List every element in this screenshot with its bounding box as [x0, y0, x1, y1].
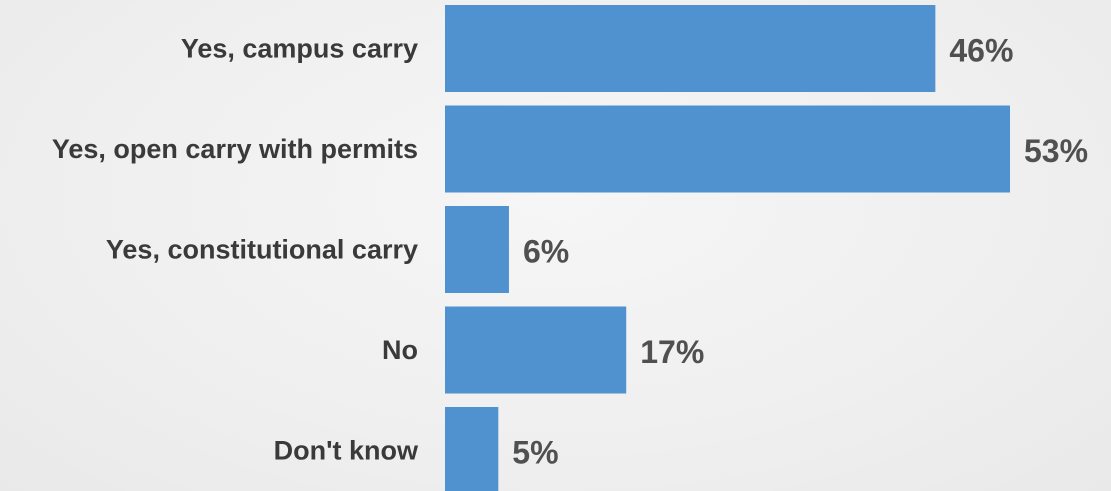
category-label-4: Don't know [274, 436, 419, 466]
value-label-0: 46% [949, 33, 1013, 69]
category-label-1: Yes, open carry with permits [52, 134, 418, 164]
bar-2 [445, 206, 509, 293]
value-label-3: 17% [640, 334, 704, 370]
bar-4 [445, 407, 499, 491]
bar-3 [445, 306, 627, 394]
value-label-2: 6% [523, 234, 569, 270]
value-label-1: 53% [1024, 133, 1088, 169]
bar-1 [445, 105, 1010, 193]
category-label-0: Yes, campus carry [181, 34, 418, 64]
category-label-3: No [382, 335, 418, 365]
bar-0 [445, 5, 936, 92]
category-label-2: Yes, constitutional carry [106, 235, 418, 265]
value-label-4: 5% [512, 435, 558, 471]
